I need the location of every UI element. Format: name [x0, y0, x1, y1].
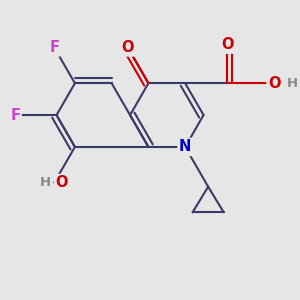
Text: O: O	[122, 40, 134, 55]
Text: F: F	[10, 108, 20, 123]
Text: O: O	[55, 175, 68, 190]
Text: H: H	[286, 77, 297, 90]
Text: O: O	[268, 76, 280, 91]
Text: H: H	[39, 176, 51, 189]
Text: F: F	[49, 40, 59, 55]
Text: O: O	[221, 37, 234, 52]
Text: N: N	[179, 140, 191, 154]
